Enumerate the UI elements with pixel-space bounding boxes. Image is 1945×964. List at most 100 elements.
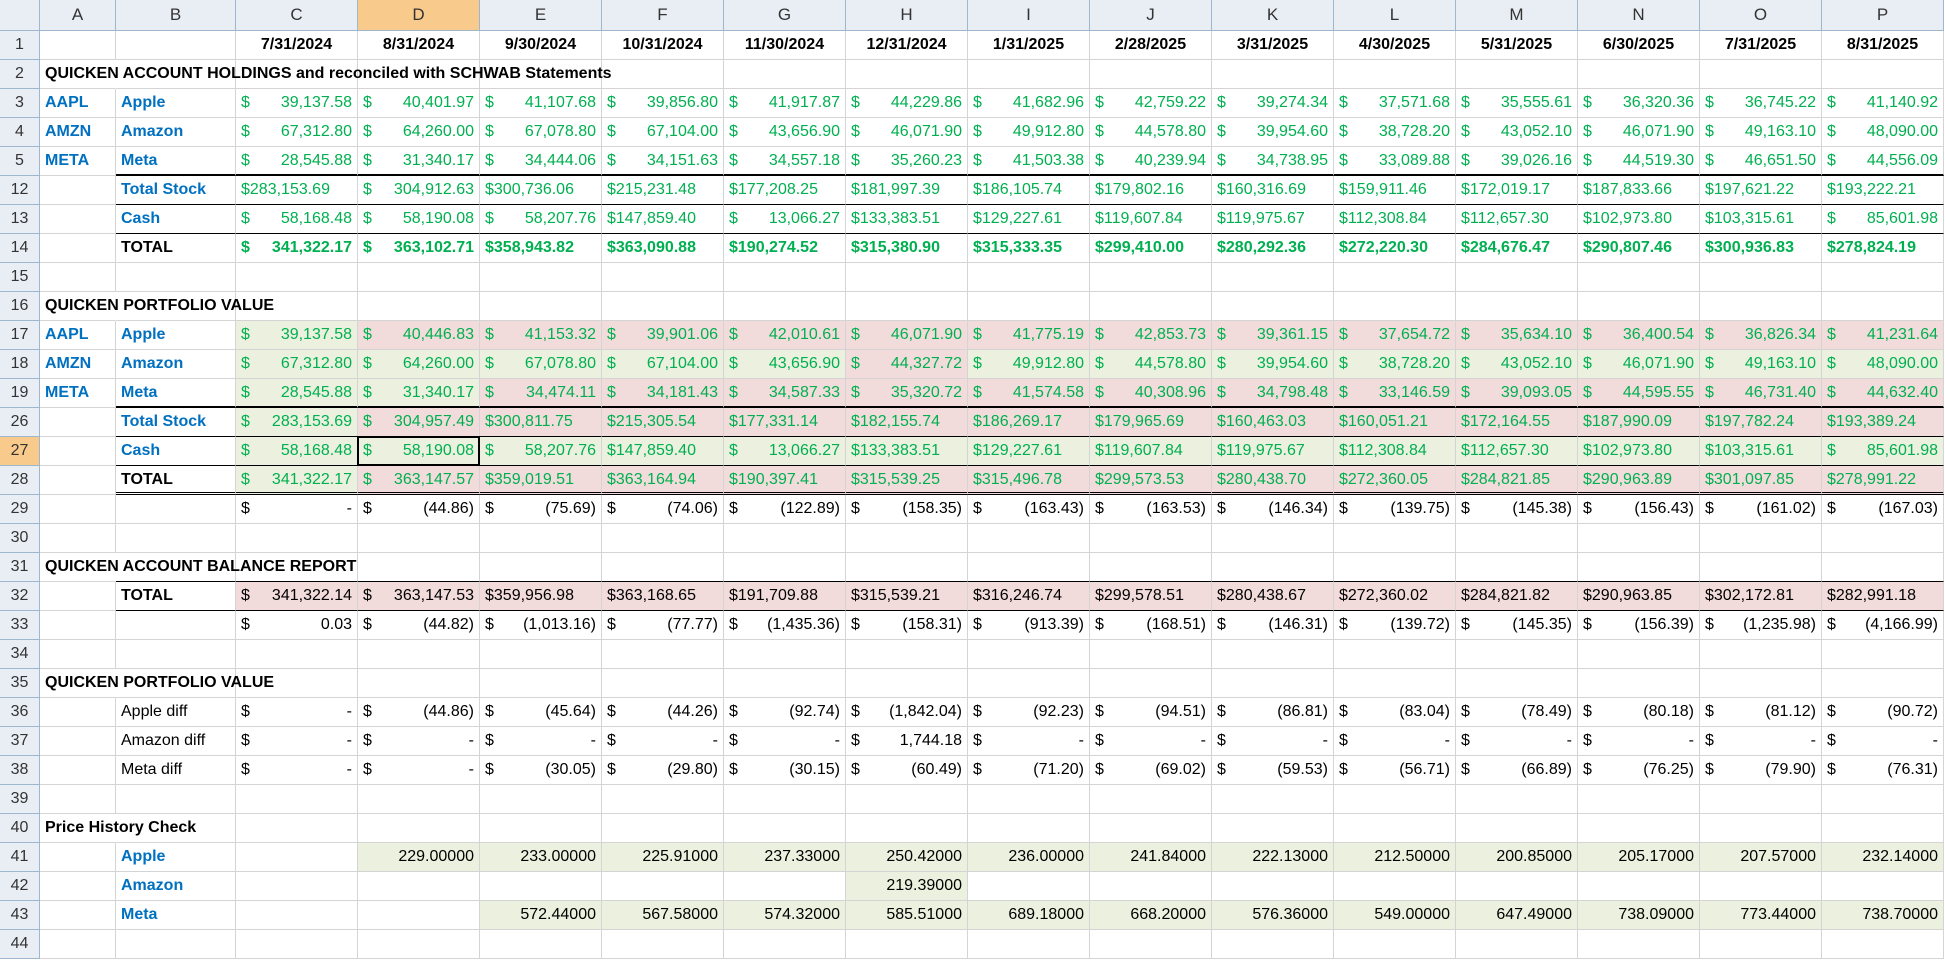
cell[interactable]: $290,807.46 xyxy=(1578,234,1700,263)
cell[interactable]: $179,965.69 xyxy=(1090,408,1212,437)
cell[interactable]: $ 283,153.69 xyxy=(236,408,358,437)
cell[interactable]: $ (86.81) xyxy=(1212,698,1334,727)
cell[interactable] xyxy=(1334,872,1456,901)
cell[interactable]: 6/30/2025 xyxy=(1578,31,1700,60)
cell[interactable] xyxy=(1456,553,1578,582)
cell[interactable]: $300,736.06 xyxy=(480,176,602,205)
cell[interactable]: $ (1,842.04) xyxy=(846,698,968,727)
cell[interactable]: $315,380.90 xyxy=(846,234,968,263)
cell[interactable]: $ 36,745.22 xyxy=(1700,89,1822,118)
cell[interactable]: $ (78.49) xyxy=(1456,698,1578,727)
cell[interactable] xyxy=(602,669,724,698)
cell[interactable] xyxy=(480,785,602,814)
cell[interactable] xyxy=(116,785,236,814)
cell[interactable] xyxy=(40,843,116,872)
cell[interactable] xyxy=(116,31,236,60)
cell[interactable]: $ 58,207.76 xyxy=(480,437,602,466)
cell[interactable]: $ 67,312.80 xyxy=(236,350,358,379)
cell[interactable]: $190,397.41 xyxy=(724,466,846,495)
cell[interactable]: 574.32000 xyxy=(724,901,846,930)
cell[interactable] xyxy=(40,611,116,640)
cell[interactable]: $182,155.74 xyxy=(846,408,968,437)
cell[interactable]: $ 34,798.48 xyxy=(1212,379,1334,408)
cell[interactable] xyxy=(236,263,358,292)
cell[interactable]: $299,573.53 xyxy=(1090,466,1212,495)
cell[interactable]: $ 67,078.80 xyxy=(480,350,602,379)
cell[interactable]: 229.00000 xyxy=(358,843,480,872)
cell[interactable]: $ (44.26) xyxy=(602,698,724,727)
cell[interactable]: $ 28,545.88 xyxy=(236,147,358,176)
cell[interactable]: $ 46,731.40 xyxy=(1700,379,1822,408)
cell[interactable] xyxy=(724,785,846,814)
cell[interactable]: $284,821.85 xyxy=(1456,466,1578,495)
cell[interactable] xyxy=(1456,669,1578,698)
cell[interactable]: $181,997.39 xyxy=(846,176,968,205)
cell[interactable]: $ 36,400.54 xyxy=(1578,321,1700,350)
cell[interactable]: 205.17000 xyxy=(1578,843,1700,872)
column-header[interactable]: E xyxy=(480,0,602,31)
cell[interactable]: $186,269.17 xyxy=(968,408,1090,437)
cell[interactable]: $ (83.04) xyxy=(1334,698,1456,727)
cell[interactable]: $102,973.80 xyxy=(1578,205,1700,234)
cell[interactable] xyxy=(1456,292,1578,321)
cell[interactable] xyxy=(480,872,602,901)
cell[interactable] xyxy=(116,495,236,524)
cell[interactable]: $ (156.39) xyxy=(1578,611,1700,640)
cell[interactable]: 567.58000 xyxy=(602,901,724,930)
cell[interactable]: $ 34,151.63 xyxy=(602,147,724,176)
cell[interactable]: 773.44000 xyxy=(1700,901,1822,930)
cell[interactable] xyxy=(724,640,846,669)
cell[interactable] xyxy=(1456,930,1578,959)
cell[interactable] xyxy=(846,60,968,89)
column-header[interactable]: M xyxy=(1456,0,1578,31)
corner[interactable] xyxy=(0,0,40,31)
cell[interactable] xyxy=(40,263,116,292)
cell[interactable]: 572.44000 xyxy=(480,901,602,930)
cell[interactable]: 549.00000 xyxy=(1334,901,1456,930)
cell[interactable]: $ 36,320.36 xyxy=(1578,89,1700,118)
cell[interactable]: $ (4,166.99) xyxy=(1822,611,1944,640)
cell[interactable]: $284,676.47 xyxy=(1456,234,1578,263)
cell[interactable]: $ (1,013.16) xyxy=(480,611,602,640)
cell[interactable]: Cash xyxy=(116,437,236,466)
cell[interactable]: $278,824.19 xyxy=(1822,234,1944,263)
cell[interactable] xyxy=(846,669,968,698)
cell[interactable]: $ - xyxy=(968,727,1090,756)
cell[interactable] xyxy=(724,263,846,292)
cell[interactable] xyxy=(1212,814,1334,843)
cell[interactable]: $ 41,107.68 xyxy=(480,89,602,118)
cell[interactable] xyxy=(968,553,1090,582)
cell[interactable] xyxy=(236,785,358,814)
row-header[interactable]: 43 xyxy=(0,901,40,930)
cell[interactable]: $ (45.64) xyxy=(480,698,602,727)
cell[interactable]: $160,463.03 xyxy=(1212,408,1334,437)
cell[interactable]: $ - xyxy=(358,756,480,785)
row-header[interactable]: 13 xyxy=(0,205,40,234)
cell[interactable]: $ (145.35) xyxy=(1456,611,1578,640)
cell[interactable]: $ (80.18) xyxy=(1578,698,1700,727)
cell[interactable]: $102,973.80 xyxy=(1578,437,1700,466)
cell[interactable] xyxy=(602,872,724,901)
cell[interactable] xyxy=(846,524,968,553)
cell[interactable] xyxy=(40,234,116,263)
cell[interactable]: Amazon xyxy=(116,872,236,901)
cell[interactable] xyxy=(1212,930,1334,959)
cell[interactable] xyxy=(1578,553,1700,582)
column-header[interactable]: A xyxy=(40,0,116,31)
cell[interactable]: $ 40,308.96 xyxy=(1090,379,1212,408)
cell[interactable]: $ 39,137.58 xyxy=(236,321,358,350)
cell[interactable] xyxy=(1822,553,1944,582)
cell[interactable]: $190,274.52 xyxy=(724,234,846,263)
cell[interactable]: $ 34,587.33 xyxy=(724,379,846,408)
cell[interactable]: AAPL xyxy=(40,89,116,118)
cell[interactable]: $ - xyxy=(358,727,480,756)
cell[interactable] xyxy=(1578,669,1700,698)
cell[interactable] xyxy=(40,408,116,437)
cell[interactable]: $280,292.36 xyxy=(1212,234,1334,263)
cell[interactable]: $302,172.81 xyxy=(1700,582,1822,611)
cell[interactable]: $272,360.02 xyxy=(1334,582,1456,611)
cell[interactable]: $ 35,634.10 xyxy=(1456,321,1578,350)
cell[interactable]: $358,943.82 xyxy=(480,234,602,263)
cell[interactable] xyxy=(236,901,358,930)
cell[interactable] xyxy=(236,930,358,959)
